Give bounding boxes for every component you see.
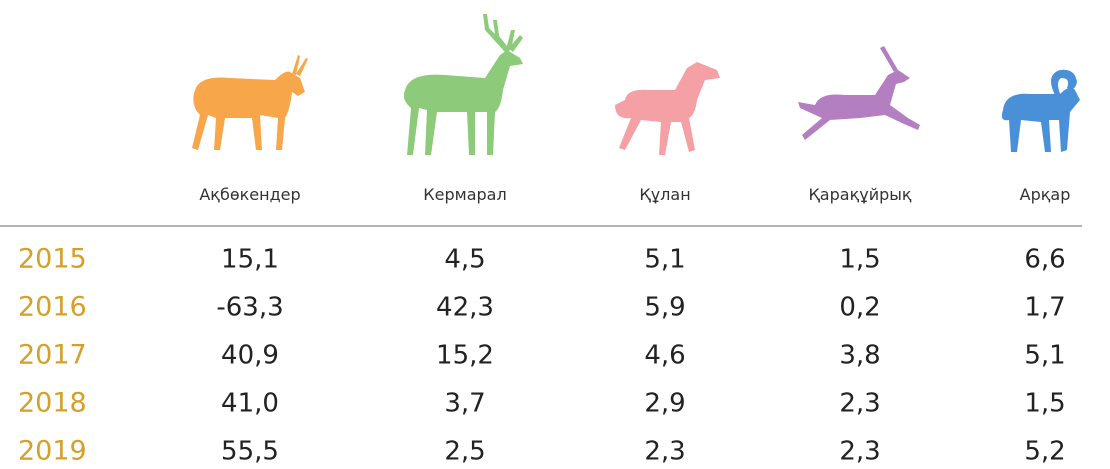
year: 2017 xyxy=(18,340,87,371)
cell-value: 5,1 xyxy=(644,245,685,275)
column-header: Құлан xyxy=(639,185,690,204)
cell-value: 4,6 xyxy=(644,341,685,371)
page: Ақбөкендер Кермарал Құлан Қарақұйрық Арқар 20… xyxy=(0,0,1110,469)
cell-value: 0,2 xyxy=(839,293,880,323)
year: 2018 xyxy=(18,388,87,419)
cell-value: 1,7 xyxy=(1024,293,1065,323)
maral-icon xyxy=(404,14,523,155)
gazelle-icon xyxy=(798,46,920,140)
cell-value: 5,9 xyxy=(644,293,685,323)
cell-value: 4,5 xyxy=(444,245,485,275)
cell-value: -63,3 xyxy=(216,293,283,323)
table: Ақбөкендер Кермарал Құлан Қарақұйрық Арқар 20… xyxy=(0,0,1110,469)
cell-value: 15,2 xyxy=(436,341,494,371)
argali-icon xyxy=(1002,70,1080,152)
cell-value: 41,0 xyxy=(221,389,279,419)
cell-value: 42,3 xyxy=(436,293,494,323)
cell-value: 5,2 xyxy=(1024,437,1065,467)
column-header: Қарақұйрық xyxy=(808,185,911,204)
cell-value: 3,7 xyxy=(444,389,485,419)
year: 2019 xyxy=(18,436,87,467)
cell-value: 5,1 xyxy=(1024,341,1065,371)
cell-value: 2,3 xyxy=(644,437,685,467)
cell-value: 2,3 xyxy=(839,389,880,419)
year: 2016 xyxy=(18,292,87,323)
cell-value: 1,5 xyxy=(839,245,880,275)
cell-value: 3,8 xyxy=(839,341,880,371)
kulan-icon xyxy=(615,62,720,155)
column-header: Кермарал xyxy=(423,185,506,204)
year: 2015 xyxy=(18,244,87,275)
saiga-icon xyxy=(192,55,308,150)
cell-value: 2,5 xyxy=(444,437,485,467)
column-header: Ақбөкендер xyxy=(199,185,300,204)
cell-value: 2,3 xyxy=(839,437,880,467)
cell-value: 1,5 xyxy=(1024,389,1065,419)
cell-value: 6,6 xyxy=(1024,245,1065,275)
cell-value: 15,1 xyxy=(221,245,279,275)
cell-value: 2,9 xyxy=(644,389,685,419)
cell-value: 55,5 xyxy=(221,437,279,467)
cell-value: 40,9 xyxy=(221,341,279,371)
column-header: Арқар xyxy=(1020,185,1071,204)
